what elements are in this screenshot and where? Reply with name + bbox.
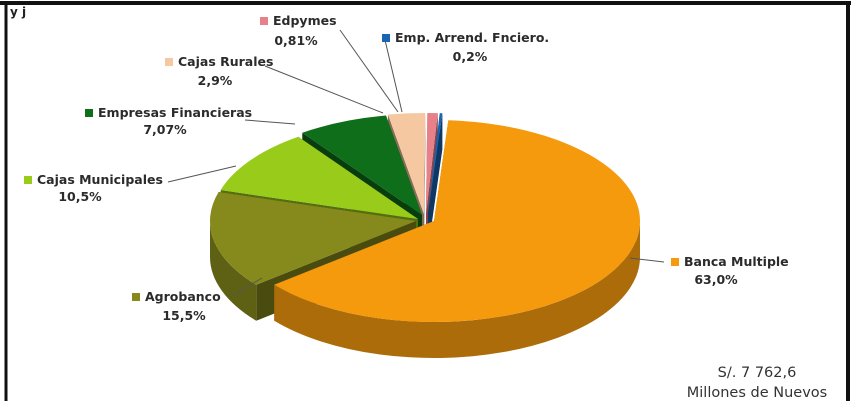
slice-label-emp-arrend-fnciero: Emp. Arrend. Fnciero.	[395, 30, 549, 45]
slice-value-empresas-financieras: 7,07%	[143, 122, 187, 137]
slice-label-cajas-municipales: Cajas Municipales	[37, 172, 163, 187]
slice-empresas-financieras	[302, 115, 422, 215]
slice-label-edpymes: Edpymes	[273, 13, 337, 28]
slice-cajas-rurales	[387, 113, 426, 214]
leader-line-empresas-financieras	[244, 119, 296, 125]
slice-label-cajas-rurales: Cajas Rurales	[178, 54, 273, 69]
slice-side-banca-multiple	[274, 221, 640, 358]
legend-swatch-emp-arrend-fnciero	[382, 34, 390, 42]
slice-value-emp-arrend-fnciero: 0,2%	[453, 49, 488, 64]
slice-cut-wall-emp-arrend-fnciero	[428, 113, 443, 250]
slice-edpymes	[426, 113, 438, 214]
slice-label-empresas-financieras: Empresas Financieras	[98, 105, 252, 120]
leader-line-edpymes	[339, 29, 399, 113]
slice-emp-arrend-fnciero	[428, 113, 443, 214]
slice-value-cajas-municipales: 10,5%	[58, 189, 102, 204]
leader-line-agrobanco	[231, 277, 263, 297]
slice-banca-multiple	[274, 120, 641, 323]
slice-label-agrobanco: Agrobanco	[145, 289, 221, 304]
slice-agrobanco	[210, 192, 416, 285]
slice-value-edpymes: 0,81%	[274, 33, 318, 48]
total-amount: S/. 7 762,6	[718, 365, 797, 381]
slice-value-agrobanco: 15,5%	[162, 308, 206, 323]
legend-swatch-edpymes	[260, 17, 268, 25]
slice-cajas-municipales	[220, 136, 418, 219]
legend-swatch-cajas-rurales	[165, 58, 173, 66]
legend-swatch-cajas-municipales	[24, 176, 32, 184]
slice-cut-wall-cajas-rurales	[424, 113, 426, 250]
legend-swatch-empresas-financieras	[85, 109, 93, 117]
legend-swatch-banca-multiple	[671, 258, 679, 266]
slice-labels: Banca Multiple 63,0% Agrobanco 15,5% Cajas M…	[24, 13, 789, 323]
slice-label-banca-multiple: Banca Multiple	[684, 254, 789, 269]
pie-top-faces	[210, 113, 641, 323]
leader-line-cajas-municipales	[167, 165, 237, 183]
leader-line-cajas-rurales	[264, 65, 384, 114]
leader-line-emp-arrend-fnciero	[384, 39, 403, 113]
leader-lines	[167, 29, 665, 297]
slice-value-banca-multiple: 63,0%	[694, 272, 738, 287]
top-text-fragment: y j	[10, 5, 26, 19]
total-units: Millones de Nuevos	[687, 385, 827, 401]
leader-line-banca-multiple	[629, 257, 665, 263]
slice-side-agrobanco	[210, 221, 257, 321]
slice-value-cajas-rurales: 2,9%	[198, 73, 233, 88]
legend-swatch-agrobanco	[132, 293, 140, 301]
